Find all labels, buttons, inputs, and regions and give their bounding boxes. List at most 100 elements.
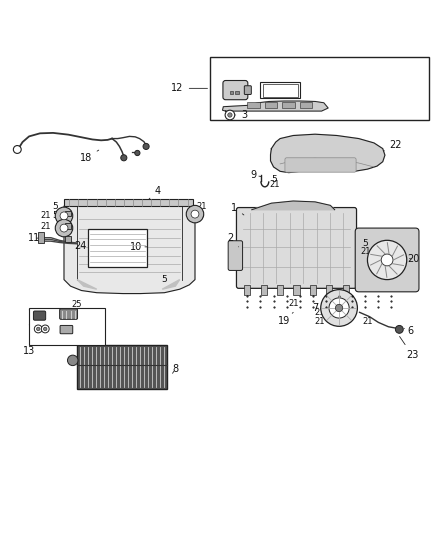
Bar: [293, 285, 300, 295]
Bar: [263, 84, 297, 96]
Text: 14: 14: [75, 325, 85, 334]
Circle shape: [381, 254, 393, 266]
Polygon shape: [77, 280, 97, 289]
Circle shape: [396, 326, 403, 333]
Text: 18: 18: [80, 150, 99, 163]
Circle shape: [34, 325, 42, 333]
Text: 21: 21: [40, 222, 51, 231]
Text: 8: 8: [172, 364, 178, 374]
Bar: [310, 285, 316, 295]
Text: 3: 3: [236, 110, 247, 120]
Circle shape: [191, 210, 199, 218]
Text: 11: 11: [28, 233, 40, 243]
FancyBboxPatch shape: [355, 228, 419, 292]
Bar: [265, 102, 277, 108]
FancyBboxPatch shape: [244, 86, 251, 94]
Bar: [235, 91, 239, 94]
Circle shape: [225, 110, 235, 120]
Bar: [65, 211, 71, 216]
Bar: [230, 91, 233, 94]
Text: 24: 24: [74, 240, 87, 251]
Polygon shape: [252, 201, 335, 210]
Circle shape: [43, 327, 47, 330]
Bar: [343, 285, 349, 295]
Bar: [247, 102, 260, 108]
Circle shape: [55, 220, 73, 237]
Bar: [210, 57, 428, 120]
Text: 5: 5: [272, 175, 277, 184]
Circle shape: [135, 150, 140, 156]
Text: 5: 5: [199, 211, 205, 220]
Text: 5: 5: [52, 212, 58, 220]
Circle shape: [67, 355, 78, 366]
Text: 6: 6: [404, 326, 413, 336]
Text: 21: 21: [196, 202, 207, 211]
Circle shape: [228, 113, 232, 117]
Circle shape: [60, 212, 68, 220]
Bar: [244, 285, 251, 295]
Circle shape: [55, 207, 73, 224]
Bar: [283, 102, 294, 108]
FancyBboxPatch shape: [33, 311, 46, 320]
Circle shape: [36, 327, 40, 330]
Polygon shape: [271, 134, 385, 173]
Circle shape: [143, 143, 149, 149]
Text: 25: 25: [72, 301, 82, 310]
Text: 22: 22: [384, 140, 402, 151]
Circle shape: [329, 298, 349, 318]
Text: 19: 19: [279, 312, 293, 326]
Text: 5: 5: [162, 275, 167, 284]
Text: 16: 16: [27, 309, 37, 318]
FancyBboxPatch shape: [285, 158, 356, 172]
Polygon shape: [223, 101, 328, 111]
Text: 23: 23: [399, 336, 418, 360]
Text: 17: 17: [75, 309, 85, 318]
Text: 21: 21: [362, 317, 373, 326]
Text: 20: 20: [407, 254, 420, 264]
Text: 4: 4: [149, 187, 161, 199]
Text: 2: 2: [228, 233, 239, 247]
Text: 12: 12: [171, 83, 208, 93]
Bar: [65, 236, 71, 241]
Bar: [64, 199, 193, 206]
Text: 5: 5: [362, 239, 368, 248]
Circle shape: [41, 325, 49, 333]
Bar: [277, 285, 283, 295]
Text: 1: 1: [231, 203, 244, 215]
Bar: [38, 232, 44, 244]
Circle shape: [336, 304, 343, 312]
Text: 21: 21: [288, 299, 298, 308]
Polygon shape: [64, 206, 195, 294]
Text: 5: 5: [53, 202, 58, 211]
FancyBboxPatch shape: [223, 80, 248, 100]
Bar: [88, 229, 147, 266]
FancyBboxPatch shape: [60, 326, 73, 334]
Bar: [65, 223, 71, 229]
Text: 21: 21: [314, 317, 325, 326]
Bar: [300, 102, 312, 108]
Circle shape: [60, 224, 68, 232]
Text: 21: 21: [360, 247, 371, 256]
Text: 21: 21: [269, 180, 280, 189]
Polygon shape: [162, 280, 180, 289]
Bar: [261, 285, 267, 295]
FancyBboxPatch shape: [60, 309, 78, 319]
Bar: [29, 308, 106, 345]
Text: 10: 10: [130, 242, 147, 252]
FancyBboxPatch shape: [228, 241, 243, 270]
Text: 7: 7: [312, 303, 318, 313]
FancyBboxPatch shape: [237, 207, 357, 288]
Circle shape: [13, 146, 21, 154]
Circle shape: [321, 289, 357, 326]
Text: 13: 13: [23, 344, 40, 356]
Circle shape: [121, 155, 127, 161]
Bar: [261, 82, 300, 99]
Text: 21: 21: [40, 211, 50, 220]
Text: 21: 21: [314, 308, 325, 317]
Text: 15: 15: [27, 325, 37, 334]
Circle shape: [186, 205, 204, 223]
Text: 9: 9: [250, 170, 261, 180]
Circle shape: [367, 240, 407, 280]
Bar: [77, 345, 166, 389]
Bar: [326, 285, 332, 295]
